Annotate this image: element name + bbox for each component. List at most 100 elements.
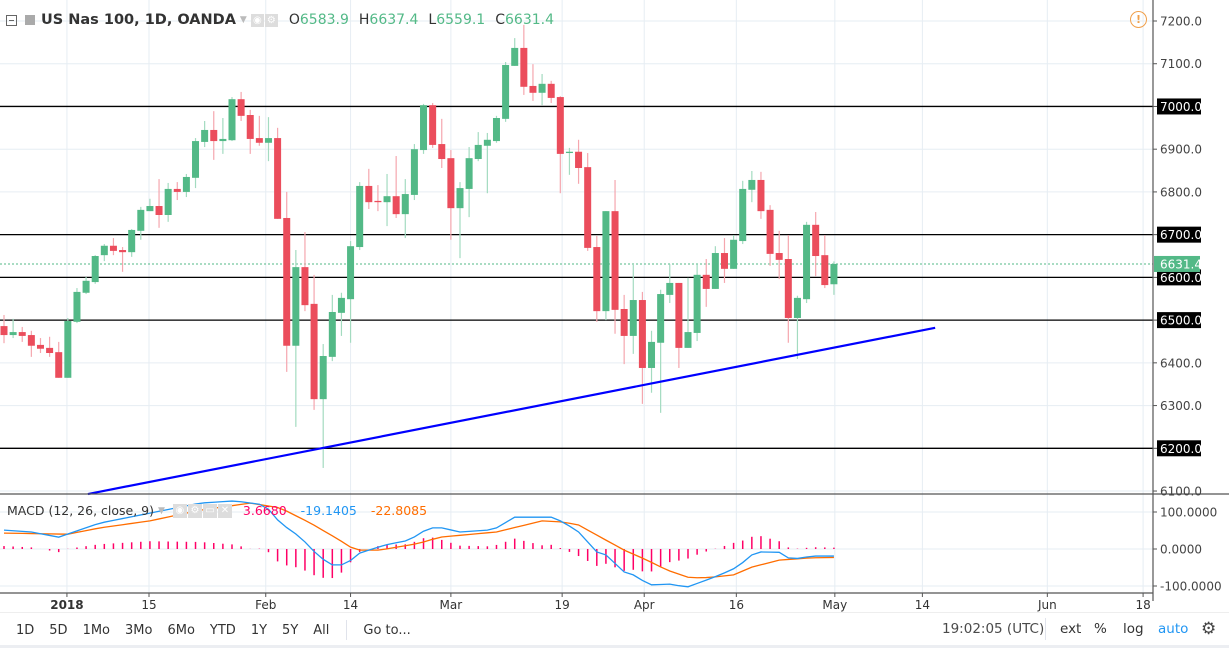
- candle-body: [91, 256, 99, 283]
- candle-body: [219, 138, 227, 142]
- candle: [711, 246, 719, 289]
- percent-label[interactable]: %: [1094, 621, 1107, 637]
- price-axis-label: 6500.0: [1160, 314, 1202, 328]
- candle-body: [337, 297, 345, 313]
- eye-icon[interactable]: ◉: [172, 503, 187, 518]
- trendline[interactable]: [87, 326, 936, 496]
- candle-body: [684, 332, 692, 348]
- current-price-label: 6631.4: [1160, 257, 1202, 271]
- range-1mo[interactable]: 1Mo: [82, 622, 111, 638]
- candle: [420, 103, 428, 154]
- ext-toggle[interactable]: ext: [1060, 612, 1081, 646]
- auto-label[interactable]: auto: [1158, 621, 1189, 637]
- settings-gear-icon[interactable]: ⚙: [1201, 619, 1217, 639]
- candle-body: [100, 245, 108, 256]
- open-value: 6583.9: [299, 12, 349, 28]
- more-icon[interactable]: ▭: [202, 503, 217, 518]
- gear-icon[interactable]: ⚙: [264, 13, 278, 27]
- candle-body: [648, 341, 656, 368]
- candle: [730, 235, 738, 269]
- candle: [283, 191, 291, 372]
- candle: [629, 264, 637, 354]
- close-label: C: [495, 12, 505, 28]
- time-axis-label: Feb: [255, 598, 276, 612]
- candle: [201, 120, 209, 148]
- candle-body: [119, 250, 127, 253]
- candle-body: [492, 117, 500, 142]
- candle-body: [155, 206, 163, 215]
- symbol-title[interactable]: US Nas 100, 1D, OANDA: [41, 12, 236, 28]
- candle-body: [319, 356, 327, 400]
- candle: [119, 247, 127, 272]
- candle: [91, 255, 99, 284]
- range-all[interactable]: All: [313, 622, 330, 638]
- range-6mo[interactable]: 6Mo: [167, 622, 195, 638]
- time-axis-label: 14: [915, 598, 930, 612]
- range-ytd[interactable]: YTD: [209, 622, 236, 638]
- symbol-legend: US Nas 100, 1D, OANDA ▼ ◉ ⚙ O 6583.9 H 663…: [6, 10, 554, 30]
- range-1d[interactable]: 1D: [16, 622, 35, 638]
- candle-body: [547, 83, 555, 98]
- candle-body: [410, 149, 418, 195]
- price-level-badge: [1157, 98, 1201, 115]
- range-5d[interactable]: 5D: [49, 622, 68, 638]
- macd-signal-line: [3, 502, 834, 579]
- candle-body: [237, 99, 245, 116]
- range-3mo[interactable]: 3Mo: [125, 622, 153, 638]
- candle-body: [356, 185, 364, 248]
- candle-body: [629, 300, 637, 336]
- candle-body: [483, 139, 491, 146]
- horizontal-levels[interactable]: [0, 105, 1153, 449]
- log-toggle[interactable]: log: [1123, 612, 1144, 646]
- chevron-down-icon[interactable]: ▼: [158, 505, 165, 516]
- candle-body: [447, 158, 455, 209]
- candle: [748, 170, 756, 203]
- candle: [438, 118, 446, 168]
- candle-body: [438, 144, 446, 160]
- candle-body: [611, 211, 619, 310]
- log-label[interactable]: log: [1123, 621, 1144, 637]
- percent-toggle[interactable]: %: [1094, 612, 1107, 646]
- range-1y[interactable]: 1Y: [250, 622, 268, 638]
- candle-body: [556, 97, 564, 154]
- macd-title[interactable]: MACD (12, 26, close, 9): [7, 503, 154, 518]
- time-axis-label: 18: [1135, 598, 1150, 612]
- chart-canvas[interactable]: 7200.0 7100.0 7000.0 6900.0 6800.0 6700.0 6600…: [0, 0, 1229, 612]
- candle: [693, 264, 701, 342]
- candle-body: [793, 297, 801, 318]
- candle-body: [392, 196, 400, 215]
- price-axis-label: 7200.0: [1160, 15, 1202, 29]
- clock: 19:02:05 (UTC): [942, 612, 1044, 646]
- gear-icon[interactable]: ⚙: [187, 503, 202, 518]
- auto-toggle[interactable]: auto: [1158, 612, 1188, 646]
- candle: [164, 182, 172, 222]
- candle: [219, 117, 227, 154]
- price-axis-label: 6100.0: [1160, 485, 1202, 499]
- low-label: L: [428, 12, 437, 28]
- candle-body: [73, 291, 81, 322]
- candle: [310, 274, 318, 410]
- chevron-down-icon[interactable]: ▼: [239, 15, 247, 25]
- candle: [702, 259, 710, 307]
- candle: [684, 277, 692, 348]
- close-icon[interactable]: ✕: [217, 503, 232, 518]
- eye-icon[interactable]: ◉: [250, 13, 264, 27]
- candle-body: [784, 259, 792, 318]
- range-5y[interactable]: 5Y: [282, 622, 299, 638]
- candle: [100, 244, 108, 262]
- candle: [657, 289, 665, 413]
- candle-body: [55, 352, 63, 378]
- candle-body: [192, 141, 200, 178]
- candle: [474, 132, 482, 162]
- collapse-icon[interactable]: [6, 14, 17, 26]
- candle-body: [264, 138, 272, 143]
- goto-button[interactable]: Go to...: [363, 622, 411, 638]
- candle: [784, 235, 792, 343]
- candle-body: [775, 253, 783, 260]
- candle: [146, 198, 154, 212]
- candle-body: [565, 151, 573, 154]
- warning-icon[interactable]: !: [1130, 11, 1147, 28]
- price-axis-label: 6700.0: [1160, 228, 1202, 242]
- candle: [401, 179, 409, 239]
- ext-label[interactable]: ext: [1060, 621, 1082, 637]
